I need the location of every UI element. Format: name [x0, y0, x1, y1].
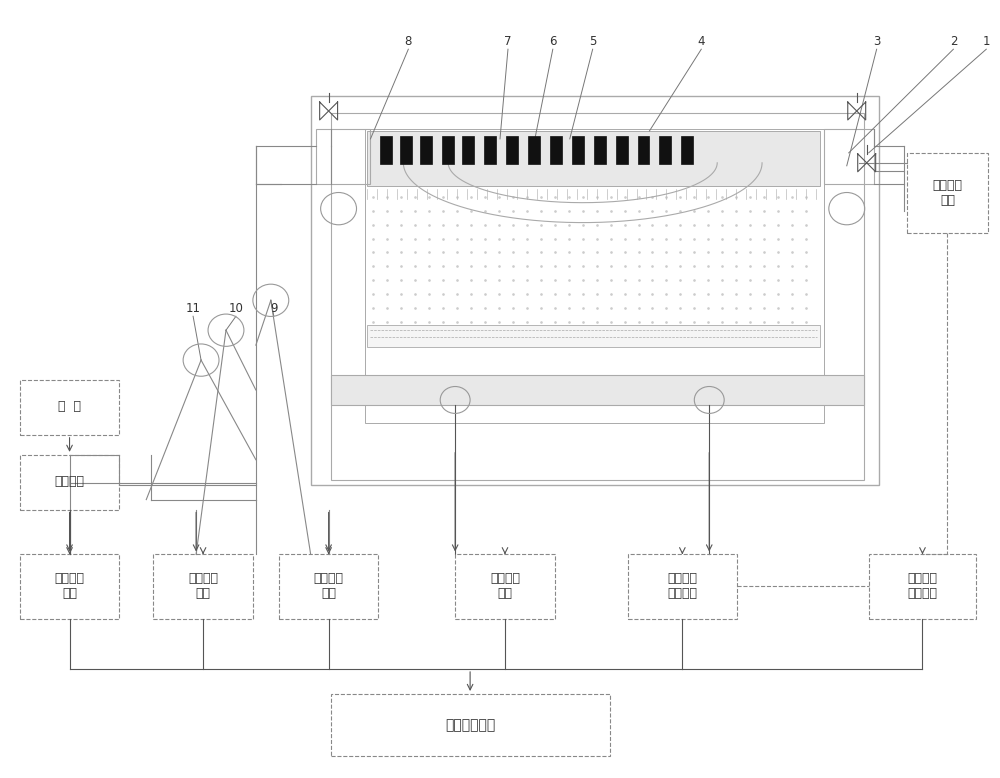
Bar [20, 380, 119, 435]
Bar [594, 136, 606, 164]
Bar [316, 129, 370, 184]
Bar [365, 129, 824, 423]
Bar [311, 96, 879, 485]
Bar [331, 375, 864, 405]
Text: 2: 2 [950, 35, 957, 47]
Bar [331, 113, 864, 480]
Text: 11: 11 [186, 302, 201, 315]
Bar [506, 136, 518, 164]
Text: 压力检测
系统: 压力检测 系统 [490, 573, 520, 601]
Bar [638, 136, 649, 164]
Bar [367, 325, 820, 347]
Text: 水  箱: 水 箱 [58, 401, 81, 413]
Bar [420, 136, 432, 164]
Text: 高压水泵: 高压水泵 [55, 475, 85, 488]
Text: 5: 5 [589, 35, 596, 47]
Text: 压力控制
系统: 压力控制 系统 [55, 573, 85, 601]
Bar [153, 555, 253, 619]
Bar [572, 136, 584, 164]
Text: 3: 3 [873, 35, 880, 47]
Text: 8: 8 [405, 35, 412, 47]
Bar [279, 555, 378, 619]
Text: 4: 4 [698, 35, 705, 47]
Bar [484, 136, 496, 164]
Bar [528, 136, 540, 164]
Bar [869, 555, 976, 619]
Text: 7: 7 [504, 35, 512, 47]
Bar [628, 555, 737, 619]
Bar [442, 136, 454, 164]
Bar [20, 455, 119, 510]
Bar [550, 136, 562, 164]
Text: 温度控制
系统: 温度控制 系统 [188, 573, 218, 601]
Text: 中心控制平台: 中心控制平台 [445, 718, 495, 732]
Bar [462, 136, 474, 164]
Bar [380, 136, 392, 164]
Text: 10: 10 [229, 302, 243, 315]
Bar [681, 136, 693, 164]
Bar [455, 555, 555, 619]
Bar [907, 152, 988, 233]
Text: 9: 9 [270, 302, 278, 315]
Text: 1: 1 [983, 35, 990, 47]
Text: 电极控制
系统: 电极控制 系统 [314, 573, 344, 601]
Bar [824, 129, 874, 184]
Text: 油水计量
系统: 油水计量 系统 [932, 179, 962, 207]
Text: 6: 6 [549, 35, 557, 47]
Bar [400, 136, 412, 164]
Text: 数据处理
分析系统: 数据处理 分析系统 [907, 573, 937, 601]
Text: 电极检测
记录系统: 电极检测 记录系统 [667, 573, 697, 601]
Bar [616, 136, 628, 164]
Bar [659, 136, 671, 164]
Bar [367, 131, 820, 186]
Bar [20, 555, 119, 619]
Bar [331, 694, 610, 755]
